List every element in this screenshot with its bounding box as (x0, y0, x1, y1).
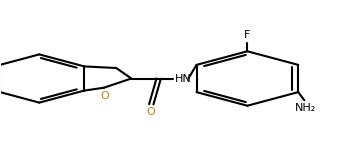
Text: F: F (244, 30, 250, 40)
Text: O: O (146, 107, 155, 117)
Text: HN: HN (175, 73, 192, 84)
Text: O: O (100, 91, 109, 101)
Text: NH₂: NH₂ (295, 103, 316, 113)
